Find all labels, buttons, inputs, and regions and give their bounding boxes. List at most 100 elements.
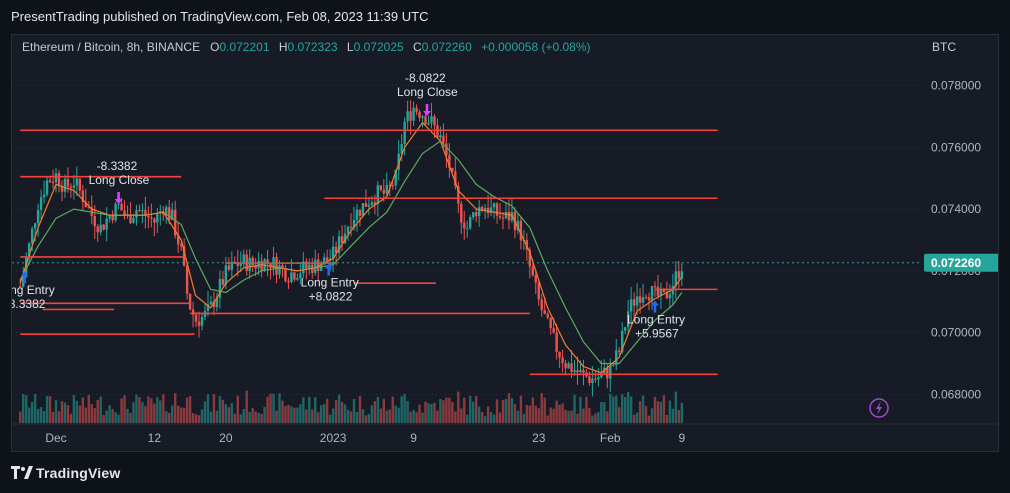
candle-body	[129, 214, 132, 224]
volume-bar	[138, 397, 141, 423]
candle-body	[674, 271, 678, 286]
volume-bar	[123, 395, 126, 423]
tradingview-logo-icon[interactable]	[11, 466, 33, 479]
volume-bar	[165, 411, 168, 423]
volume-bar	[385, 410, 388, 423]
candle-body	[66, 179, 70, 187]
candle-body	[421, 116, 424, 118]
candle-body	[141, 210, 144, 212]
volume-bar	[656, 401, 660, 423]
candle-body	[594, 378, 597, 380]
candle-body	[474, 212, 478, 217]
volume-bar	[650, 408, 654, 423]
candle-body	[394, 169, 397, 186]
candle-body	[609, 365, 612, 379]
candle-body	[555, 332, 558, 352]
volume-bar	[224, 404, 228, 423]
candle-body	[123, 210, 126, 216]
volume-bar	[647, 415, 651, 423]
candle-body	[45, 180, 49, 195]
volume-bar	[42, 411, 46, 423]
volume-bar	[305, 409, 308, 423]
candle-body	[352, 220, 356, 228]
volume-bar	[221, 399, 225, 423]
lightning-icon[interactable]	[869, 398, 889, 418]
symbol-name[interactable]: Ethereum / Bitcoin, 8h, BINANCE	[22, 40, 201, 54]
volume-bar	[516, 410, 520, 423]
open-label: O	[210, 40, 220, 54]
volume-bar	[537, 408, 540, 423]
volume-bar	[632, 414, 636, 423]
volume-bar	[308, 396, 311, 423]
volume-bar	[361, 409, 365, 423]
candle-body	[632, 299, 636, 306]
candle-body	[132, 217, 135, 224]
candle-body	[466, 228, 469, 230]
volume-bar	[469, 395, 472, 423]
candle-body	[218, 279, 222, 298]
volume-bar	[30, 402, 34, 423]
volume-bar	[72, 395, 76, 423]
candle-body	[382, 189, 385, 194]
candle-body	[397, 153, 400, 170]
volume-bar	[87, 395, 90, 423]
price-chart[interactable]: 0.0780000.0760000.0740000.0720000.070000…	[12, 35, 999, 452]
candle-body	[63, 179, 67, 192]
volume-bar	[367, 413, 371, 423]
volume-bar	[680, 402, 683, 423]
candle-body	[248, 257, 251, 271]
candle-body	[376, 185, 380, 205]
candle-body	[227, 265, 231, 270]
volume-bar	[120, 398, 123, 423]
candle-body	[57, 173, 61, 186]
long-entry-label: Long Entry	[12, 283, 55, 297]
volume-bar	[376, 396, 380, 423]
candle-body	[597, 377, 600, 380]
volume-bar	[677, 410, 681, 423]
candle-body	[138, 210, 141, 212]
candle-body	[346, 226, 350, 234]
volume-bar	[284, 406, 287, 423]
candle-body	[323, 257, 326, 265]
volume-bar	[57, 411, 61, 423]
volume-bar	[638, 401, 642, 423]
volume-bar	[489, 412, 493, 423]
volume-bar	[60, 401, 64, 423]
candle-body	[317, 259, 320, 271]
candle-body	[284, 268, 287, 281]
candle-body	[483, 207, 487, 211]
candle-body	[546, 313, 549, 318]
brand-name[interactable]: TradingView	[36, 465, 121, 481]
volume-bar	[412, 409, 415, 423]
volume-bar	[409, 411, 412, 423]
candle-body	[156, 213, 159, 223]
candle-body	[463, 222, 466, 229]
candle-body	[296, 278, 299, 280]
volume-bar	[25, 395, 28, 423]
volume-bar	[379, 408, 383, 423]
candle-body	[251, 257, 254, 266]
volume-bar	[612, 396, 615, 423]
volume-bar	[477, 406, 481, 423]
volume-bar	[433, 402, 436, 423]
time-axis-tick: 2023	[320, 431, 347, 445]
candle-body	[641, 297, 645, 303]
volume-bar	[534, 405, 537, 423]
volume-bar	[117, 414, 120, 423]
volume-bar	[668, 400, 672, 423]
candle-body	[331, 246, 335, 259]
volume-bar	[191, 413, 195, 423]
volume-bar	[111, 409, 114, 423]
candle-body	[117, 203, 120, 205]
candle-body	[567, 363, 570, 369]
volume-bar	[340, 402, 344, 423]
volume-bar	[373, 401, 377, 423]
candle-body	[540, 299, 543, 311]
candle-body	[147, 216, 150, 218]
candle-body	[358, 209, 362, 216]
volume-bar	[242, 408, 245, 423]
chart-pane[interactable]: 0.0780000.0760000.0740000.0720000.070000…	[11, 34, 999, 452]
low-value: 0.072025	[353, 40, 404, 54]
candle-body	[576, 370, 579, 373]
candle-body	[677, 271, 681, 279]
